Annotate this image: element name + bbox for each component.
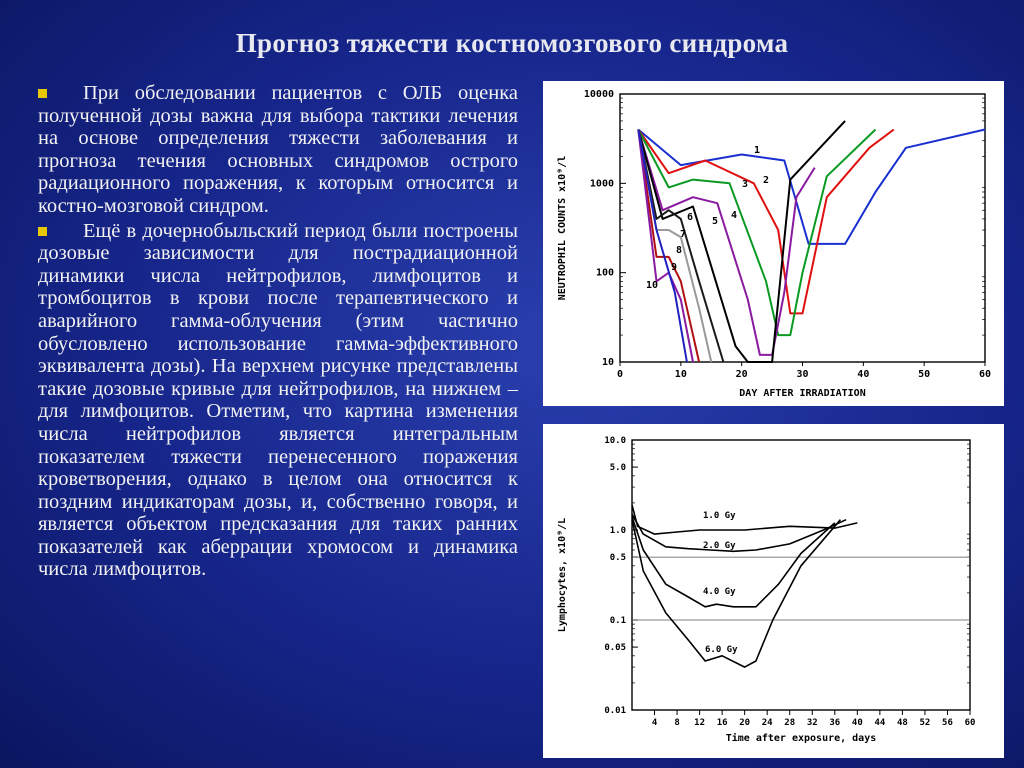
series-line [631, 504, 858, 535]
x-tick-label: 52 [920, 718, 931, 728]
y-axis-label: Lymphocytes, x10⁹/L [557, 518, 568, 632]
y-tick-label: 10000 [584, 89, 614, 100]
x-tick-label: 56 [942, 718, 953, 728]
x-tick-label: 40 [857, 369, 869, 380]
series-label: 8 [676, 245, 682, 256]
y-tick-label: 0.05 [604, 643, 626, 653]
paragraph-text: При обследовании пациентов с ОЛБ оценка … [38, 82, 518, 217]
bullet-square-icon [38, 89, 47, 98]
series-line [637, 129, 688, 363]
series-label: 7 [680, 229, 686, 240]
x-tick-label: 0 [617, 369, 623, 380]
paragraph-text: Ещё в дочернобыльский период были постро… [38, 219, 518, 581]
series-line [631, 516, 836, 608]
x-tick-label: 40 [852, 718, 863, 728]
x-tick-label: 30 [796, 369, 808, 380]
x-tick-label: 16 [717, 718, 728, 728]
series-label: 4.0 Gy [703, 587, 736, 597]
x-tick-label: 50 [918, 369, 930, 380]
x-tick-label: 36 [829, 718, 840, 728]
y-tick-label: 0.5 [610, 553, 626, 563]
series-label: 1 [754, 145, 760, 156]
series-line [637, 128, 986, 245]
body-text: При обследовании пациентов с ОЛБ оценка … [38, 82, 518, 583]
series-line [637, 128, 877, 337]
lymphocyte-chart-svg: 10.05.01.00.50.10.050.014 8 12 16 20 24 28 32 36… [557, 436, 976, 744]
x-tick-label: 48 [897, 718, 908, 728]
y-axis-label: NEUTROPHIL COUNTS x10⁹/l [557, 156, 568, 301]
y-tick-label: 10 [602, 357, 614, 368]
series-label: 9 [671, 262, 677, 273]
slide-title: Прогноз тяжести костномозгового синдрома [235, 28, 789, 58]
x-tick-label: 8 [674, 718, 679, 728]
x-tick-label: 4 [652, 718, 658, 728]
series-label: 2 [763, 175, 769, 186]
paragraph: При обследовании пациентов с ОЛБ оценка … [38, 82, 518, 218]
series-label: 10 [646, 280, 658, 291]
series-line [637, 120, 846, 363]
y-tick-label: 1.0 [610, 526, 626, 536]
neutrophil-chart: 10 100 1000 10000 0 10 20 30 40 50 60 1 2 3 4 5 6 7 8 9 10 DA… [543, 81, 1004, 406]
x-tick-label: 10 [675, 369, 687, 380]
x-tick-label: 44 [874, 718, 885, 728]
series-label: 2.0 Gy [703, 541, 736, 551]
series-label: 6 [687, 212, 693, 223]
series-line [631, 513, 847, 553]
series-line [637, 129, 725, 363]
series-label: 5 [712, 216, 718, 227]
y-tick-label: 1000 [590, 178, 614, 189]
x-tick-label: 20 [736, 369, 748, 380]
paragraph: Ещё в дочернобыльский период были постро… [38, 220, 518, 582]
x-axis-label: DAY AFTER IRRADIATION [739, 388, 865, 399]
x-tick-label: 28 [784, 718, 795, 728]
x-tick-label: 12 [694, 718, 705, 728]
series-line [631, 519, 842, 668]
y-tick-label: 5.0 [610, 463, 626, 473]
series-label: 3 [742, 179, 748, 190]
series-line [637, 129, 816, 356]
lymphocyte-chart: 10.0 5.0 1.0 0.5 0.1 0.05 0.01 4 8 12 16 20 24 28 32 36… [543, 424, 1004, 758]
x-tick-label: 20 [739, 718, 750, 728]
plot-frame [619, 93, 986, 363]
x-tick-label: 60 [965, 718, 976, 728]
x-tick-label: 60 [979, 369, 991, 380]
series-line [637, 129, 701, 363]
series-line [637, 128, 895, 315]
series-label: 6.0 Gy [705, 645, 738, 655]
series-label: 4 [731, 210, 737, 221]
series-label: 1.0 Gy [703, 511, 736, 521]
y-tick-label: 0.1 [610, 616, 626, 626]
x-tick-label: 24 [762, 718, 773, 728]
y-tick-label: 100 [596, 268, 614, 279]
x-axis-label: Time after exposure, days [726, 732, 877, 744]
plot-frame [631, 439, 971, 711]
y-tick-label: 10.0 [604, 436, 626, 446]
bullet-square-icon [38, 226, 47, 236]
y-tick-label: 0.01 [604, 706, 626, 716]
x-tick-label: 32 [807, 718, 818, 728]
